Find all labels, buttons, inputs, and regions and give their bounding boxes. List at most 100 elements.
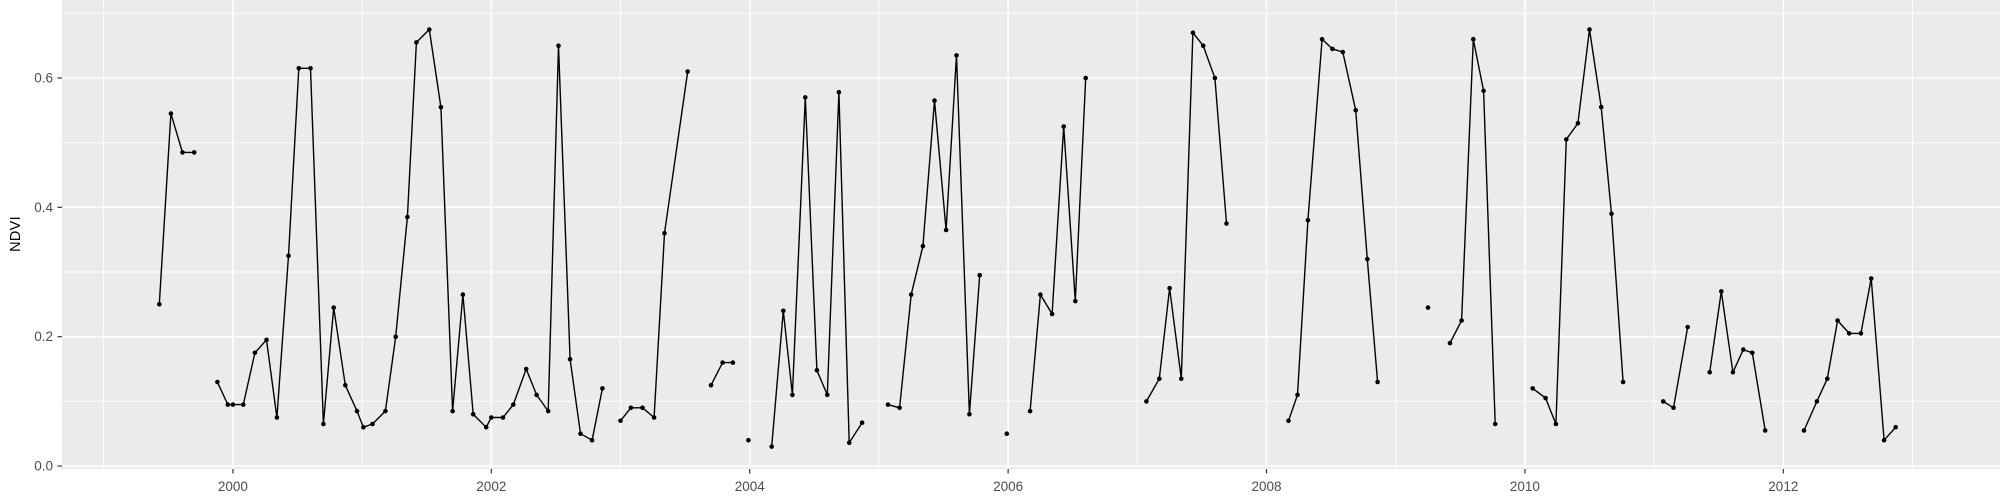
data-point	[954, 53, 959, 58]
data-point	[1707, 370, 1712, 375]
data-point	[230, 402, 236, 407]
data-point	[1564, 137, 1569, 142]
data-point	[1295, 392, 1300, 398]
data-point	[1471, 36, 1476, 42]
data-point	[264, 337, 269, 343]
data-point	[640, 405, 645, 411]
data-point	[1575, 121, 1581, 126]
data-point	[1167, 285, 1172, 291]
data-point	[589, 437, 595, 443]
data-point	[977, 272, 982, 278]
data-point	[1492, 421, 1498, 427]
data-point	[730, 360, 736, 365]
data-point	[321, 421, 326, 427]
data-point	[578, 431, 583, 437]
data-point	[814, 368, 820, 373]
data-point	[1868, 276, 1874, 281]
data-point	[1027, 408, 1033, 414]
y-tick-label: 0.4	[34, 200, 53, 215]
data-point	[1038, 292, 1043, 297]
data-point	[1073, 298, 1078, 304]
data-point	[354, 408, 360, 414]
x-tick-label: 2012	[1768, 479, 1798, 494]
data-point	[489, 415, 494, 420]
data-point	[215, 379, 220, 385]
data-point	[1587, 27, 1592, 32]
data-point	[414, 40, 419, 45]
data-point	[651, 415, 657, 420]
data-point	[1858, 331, 1864, 336]
data-point	[343, 382, 348, 388]
data-point	[781, 308, 786, 314]
data-point	[460, 292, 466, 297]
data-point	[1750, 350, 1755, 356]
data-point	[191, 150, 197, 155]
x-tick-label: 2000	[218, 479, 248, 494]
data-point	[286, 253, 291, 259]
data-point	[1685, 324, 1690, 330]
data-point	[252, 350, 258, 356]
data-point	[1004, 431, 1010, 437]
data-point	[967, 412, 972, 417]
data-point	[470, 412, 476, 417]
data-point	[1801, 428, 1807, 433]
data-point	[1459, 318, 1464, 323]
data-point	[1730, 370, 1736, 375]
data-point	[859, 420, 865, 426]
data-point	[1340, 49, 1346, 55]
data-point	[1353, 108, 1358, 113]
data-point	[1893, 424, 1898, 430]
data-point	[1200, 43, 1206, 48]
data-point	[370, 421, 375, 427]
data-point	[534, 392, 539, 398]
x-tick-label: 2008	[1252, 479, 1282, 494]
data-point	[225, 402, 231, 407]
data-point	[1049, 311, 1055, 317]
data-point	[943, 227, 949, 233]
data-point	[618, 418, 623, 424]
data-point	[393, 334, 399, 340]
data-point	[1447, 340, 1453, 346]
data-point	[885, 402, 891, 407]
data-point	[331, 305, 337, 310]
data-point	[1179, 376, 1184, 382]
data-point	[1825, 376, 1830, 382]
data-point	[180, 150, 185, 155]
data-point	[157, 302, 162, 307]
data-point	[500, 415, 506, 420]
data-point	[1481, 88, 1486, 94]
series-line	[158, 112, 195, 305]
data-point	[1660, 399, 1666, 404]
data-point	[545, 408, 551, 414]
data-point	[932, 98, 937, 103]
data-point	[523, 366, 529, 372]
y-tick-label: 0.2	[34, 329, 53, 344]
data-point	[908, 292, 914, 297]
data-point	[450, 408, 455, 414]
data-point	[1061, 124, 1066, 129]
data-point	[1425, 305, 1431, 310]
data-point	[1719, 289, 1724, 294]
data-point	[662, 230, 667, 236]
data-point	[846, 440, 852, 446]
data-point	[1846, 331, 1852, 336]
data-point	[1190, 30, 1196, 35]
series-line	[619, 70, 689, 422]
data-point	[511, 402, 516, 407]
data-point	[567, 357, 573, 362]
data-point	[1881, 437, 1887, 443]
data-point	[1741, 347, 1746, 352]
data-point	[1598, 104, 1604, 110]
data-point	[1330, 46, 1335, 52]
data-point	[720, 360, 725, 365]
data-point	[296, 66, 302, 71]
data-point	[1157, 376, 1162, 382]
series-line	[1708, 290, 1766, 432]
x-tick-label: 2002	[476, 479, 506, 494]
data-point	[825, 392, 830, 398]
y-tick-label: 0.6	[34, 70, 53, 85]
data-point	[241, 402, 246, 407]
data-point	[383, 408, 388, 414]
data-point	[1543, 395, 1548, 401]
